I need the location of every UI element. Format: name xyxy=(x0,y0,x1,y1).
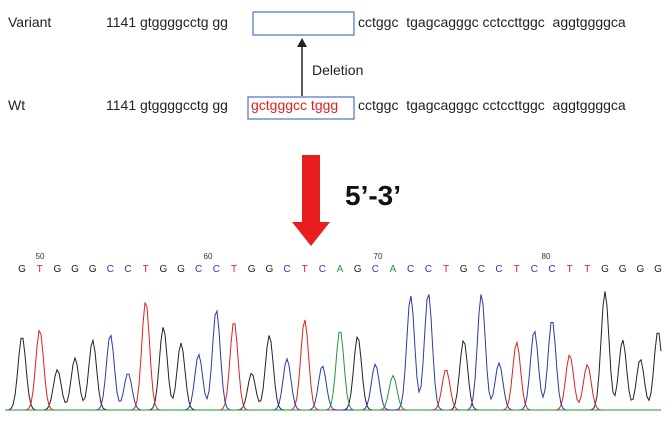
base-letter: G xyxy=(89,264,97,275)
base-letter: C xyxy=(531,264,538,275)
base-letter: G xyxy=(636,264,644,275)
base-letter: C xyxy=(283,264,290,275)
base-letter: T xyxy=(443,264,449,275)
variant-prefix: 1141 gtggggcctg gg xyxy=(106,14,228,30)
figure: Variant 1141 gtggggcctg gg cctggc tgagca… xyxy=(0,0,667,421)
base-letter: C xyxy=(548,264,555,275)
base-letter: T xyxy=(231,264,237,275)
base-letter: A xyxy=(390,264,397,275)
base-letter: T xyxy=(143,264,149,275)
base-letter: C xyxy=(425,264,432,275)
position-number: 50 xyxy=(36,252,45,261)
wt-prefix: 1141 gtggggcctg gg xyxy=(106,97,228,113)
base-letter: C xyxy=(195,264,202,275)
base-letter: C xyxy=(213,264,220,275)
base-letter: C xyxy=(319,264,326,275)
base-letter: G xyxy=(248,264,256,275)
base-letter: G xyxy=(71,264,79,275)
big-arrow-head xyxy=(292,222,330,246)
base-letter: G xyxy=(177,264,185,275)
variant-suffix: cctggc tgagcagggc cctccttggc aggtggggca xyxy=(358,14,626,30)
base-letter: G xyxy=(460,264,468,275)
base-letter: C xyxy=(124,264,131,275)
base-letter: C xyxy=(478,264,485,275)
base-letter: T xyxy=(37,264,43,275)
base-letter: T xyxy=(302,264,308,275)
base-letter: C xyxy=(372,264,379,275)
base-letter: G xyxy=(354,264,362,275)
base-letter: C xyxy=(495,264,502,275)
base-letter: T xyxy=(514,264,520,275)
base-letter: A xyxy=(337,264,344,275)
wt-label: Wt xyxy=(8,97,25,113)
annotation: Deletion xyxy=(312,62,363,78)
position-number: 60 xyxy=(204,252,213,261)
base-letter: G xyxy=(53,264,61,275)
base-letter: G xyxy=(654,264,662,275)
base-letter: T xyxy=(584,264,590,275)
big-arrow-shaft xyxy=(302,155,320,225)
base-letter: G xyxy=(159,264,167,275)
position-number: 70 xyxy=(374,252,383,261)
base-letter: C xyxy=(407,264,414,275)
variant-label: Variant xyxy=(8,14,51,30)
base-letter: T xyxy=(567,264,573,275)
position-number: 80 xyxy=(542,252,551,261)
base-letter: G xyxy=(619,264,627,275)
arrow-head xyxy=(297,38,307,47)
base-letter: C xyxy=(107,264,114,275)
deleted-seq: gctgggcc tggg xyxy=(251,97,338,113)
base-letter: G xyxy=(265,264,273,275)
base-letter: G xyxy=(18,264,26,275)
wt-suffix: cctggc tgagcagggc cctccttggc aggtggggca xyxy=(358,97,626,113)
deletion-box xyxy=(253,12,354,35)
base-letter: G xyxy=(601,264,609,275)
direction: 5’-3’ xyxy=(345,180,401,211)
